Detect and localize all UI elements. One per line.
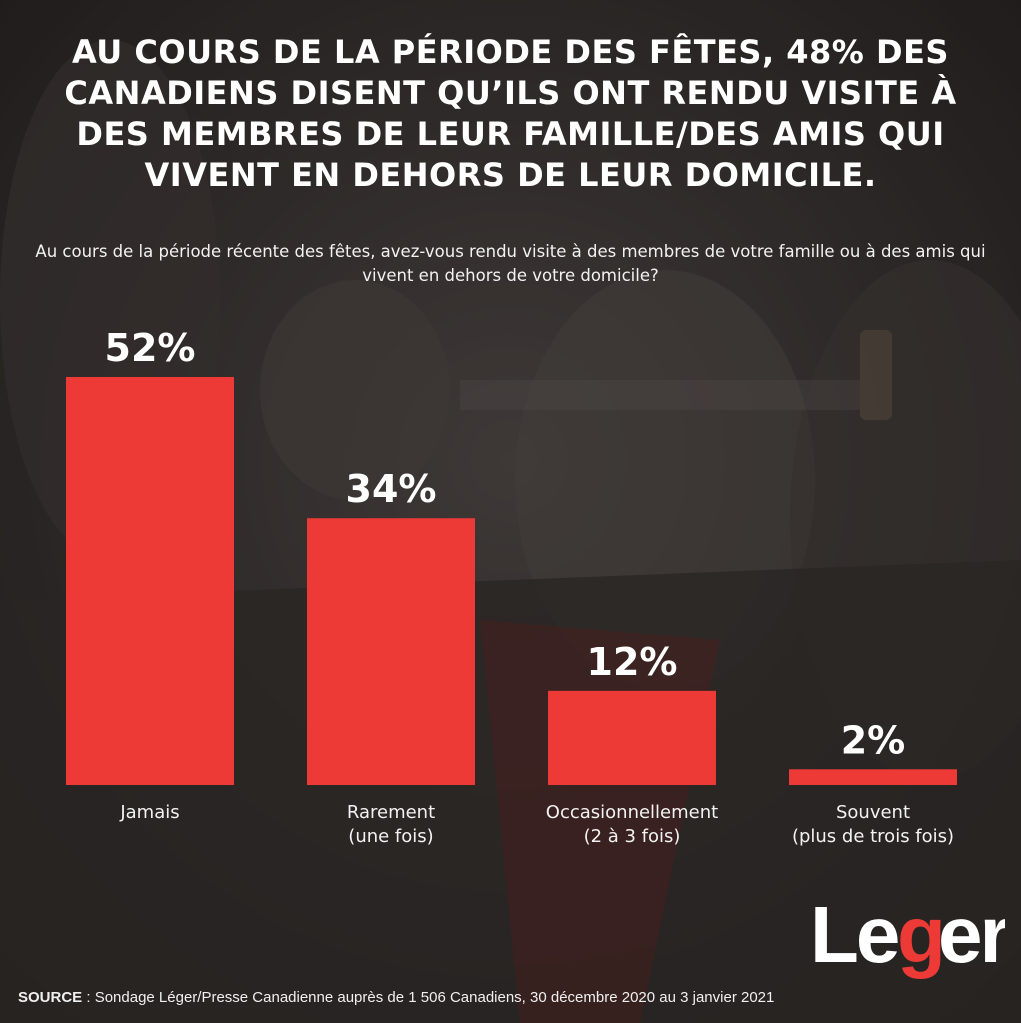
leger-logo-icon: Le g er [810, 890, 1005, 979]
source-note: SOURCE : Sondage Léger/Presse Canadienne… [18, 989, 774, 1006]
svg-text:er: er [938, 890, 1005, 979]
svg-text:g: g [897, 890, 946, 979]
source-text: : Sondage Léger/Presse Canadienne auprès… [82, 989, 775, 1006]
category-label-3-1: Occasionnellement [546, 802, 718, 823]
value-label-3: 12% [587, 640, 678, 684]
category-label-2-1: Rarement [347, 802, 435, 823]
category-label-2-2: (une fois) [348, 826, 433, 847]
bar-2 [307, 518, 475, 785]
bar-1 [66, 377, 234, 785]
chart-subtitle: Au cours de la période récente des fêtes… [35, 242, 986, 285]
value-label-2: 34% [346, 467, 437, 511]
category-label-4-1: Souvent [836, 802, 910, 823]
chart-title: Au cours de la période des fêtes, 48% de… [64, 33, 957, 194]
category-label-4-2: (plus de trois fois) [792, 826, 954, 847]
bar-3 [548, 690, 716, 785]
category-label-3-2: (2 à 3 fois) [584, 826, 681, 847]
category-label-1-1: Jamais [119, 802, 179, 823]
value-label-1: 52% [105, 326, 196, 370]
source-label: SOURCE [18, 989, 83, 1006]
svg-text:Le: Le [810, 890, 898, 979]
bar-4 [789, 769, 957, 785]
value-label-4: 2% [841, 718, 906, 762]
